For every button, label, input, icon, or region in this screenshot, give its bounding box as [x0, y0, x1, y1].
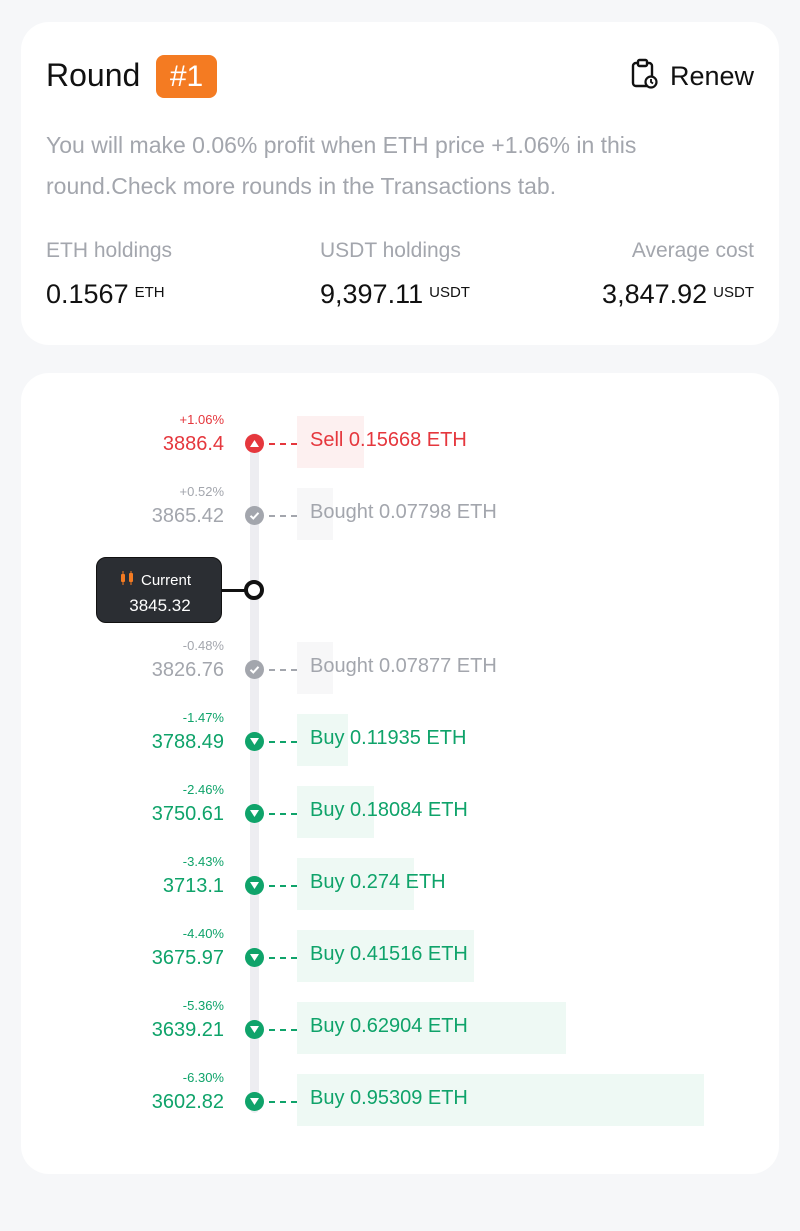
level-percent: -6.30% — [182, 1070, 224, 1085]
order-label[interactable]: Buy 0.41516 ETH — [310, 943, 468, 965]
buy-arrow-down-icon — [245, 1020, 264, 1039]
level-amount-bar — [297, 786, 374, 838]
level-connector — [269, 669, 297, 671]
grid-level-row: -1.47% 3788.49 Buy 0.11935 ETH — [21, 707, 779, 767]
grid-level-row: -4.40% 3675.97 Buy 0.41516 ETH — [21, 923, 779, 983]
level-amount-bar — [297, 930, 474, 982]
buy-arrow-down-icon — [245, 1092, 264, 1111]
level-percent: -4.40% — [182, 926, 224, 941]
filled-check-icon — [245, 506, 264, 525]
order-label[interactable]: Buy 0.18084 ETH — [310, 799, 468, 821]
renew-label: Renew — [669, 60, 754, 91]
level-connector — [269, 443, 297, 445]
level-amount-bar — [297, 416, 364, 468]
grid-level-row: -2.46% 3750.61 Buy 0.18084 ETH — [21, 779, 779, 839]
order-label[interactable]: Sell 0.15668 ETH — [310, 429, 467, 451]
buy-arrow-down-icon — [245, 876, 264, 895]
level-percent: +0.52% — [179, 484, 224, 499]
level-amount-bar — [297, 488, 333, 540]
order-label[interactable]: Bought 0.07798 ETH — [310, 501, 497, 523]
order-label[interactable]: Buy 0.62904 ETH — [310, 1015, 468, 1037]
current-price-connector — [222, 589, 246, 592]
average-cost-label: Average cost — [631, 239, 754, 262]
level-percent: -2.46% — [182, 782, 224, 797]
round-description: You will make 0.06% profit when ETH pric… — [46, 132, 637, 199]
level-amount-bar — [297, 1002, 566, 1054]
order-label[interactable]: Buy 0.95309 ETH — [310, 1087, 468, 1109]
grid-level-row: +0.52% 3865.42 Bought 0.07798 ETH — [21, 481, 779, 541]
level-percent: -1.47% — [182, 710, 224, 725]
level-connector — [269, 1101, 297, 1103]
candlestick-icon — [119, 570, 135, 590]
level-percent: -3.43% — [182, 854, 224, 869]
buy-arrow-down-icon — [245, 732, 264, 751]
eth-holdings-stat: ETH holdings 0.1567 ETH — [46, 239, 172, 310]
level-price: 3826.76 — [151, 659, 224, 681]
average-cost-value: 3,847.92 — [602, 279, 708, 309]
level-price: 3865.42 — [151, 505, 224, 527]
clipboard-renew-icon — [628, 58, 660, 95]
usdt-holdings-label: USDT holdings — [320, 239, 461, 262]
level-price: 3639.21 — [151, 1019, 224, 1041]
grid-orders-card: +1.06% 3886.4 Sell 0.15668 ETH +0.52% 3865.4… — [21, 373, 779, 1174]
current-label: Current — [141, 571, 192, 589]
current-price-marker — [244, 580, 264, 600]
level-price: 3675.97 — [151, 947, 224, 969]
eth-holdings-label: ETH holdings — [46, 239, 173, 262]
level-percent: -0.48% — [182, 638, 224, 653]
usdt-holdings-stat: USDT holdings 9,397.11 USDT — [320, 239, 470, 310]
level-percent: -5.36% — [182, 998, 224, 1013]
average-cost-stat: Average cost 3,847.92 USDT — [602, 239, 754, 310]
level-amount-bar — [297, 714, 348, 766]
order-label[interactable]: Bought 0.07877 ETH — [310, 655, 497, 677]
grid-level-row: -3.43% 3713.1 Buy 0.274 ETH — [21, 851, 779, 911]
filled-check-icon — [245, 660, 264, 679]
grid-level-row: +1.06% 3886.4 Sell 0.15668 ETH — [21, 409, 779, 469]
level-price: 3602.82 — [151, 1091, 224, 1113]
level-percent: +1.06% — [179, 412, 224, 427]
current-price-value: 3845.32 — [129, 596, 191, 615]
buy-arrow-down-icon — [245, 948, 264, 967]
eth-holdings-unit: ETH — [134, 284, 165, 301]
level-price: 3750.61 — [151, 803, 224, 825]
round-number-badge: #1 — [156, 55, 217, 98]
round-card: Round #1 Renew You will make 0.06% profi… — [21, 22, 779, 345]
usdt-holdings-value: 9,397.11 — [320, 279, 424, 309]
level-price: 3788.49 — [151, 731, 224, 753]
usdt-holdings-unit: USDT — [429, 284, 470, 301]
renew-button[interactable]: Renew — [628, 56, 754, 96]
grid-level-row: -5.36% 3639.21 Buy 0.62904 ETH — [21, 995, 779, 1055]
current-price-tag: Current 3845.32 — [96, 557, 222, 623]
round-title: Round — [46, 57, 141, 93]
buy-arrow-down-icon — [245, 804, 264, 823]
level-price: 3886.4 — [162, 433, 224, 455]
level-amount-bar — [297, 642, 333, 694]
order-label[interactable]: Buy 0.274 ETH — [310, 871, 446, 893]
grid-level-row: -0.48% 3826.76 Bought 0.07877 ETH — [21, 635, 779, 695]
price-axis — [250, 433, 259, 1113]
average-cost-unit: USDT — [713, 284, 754, 301]
order-label[interactable]: Buy 0.11935 ETH — [310, 727, 467, 749]
sell-arrow-up-icon — [245, 434, 264, 453]
level-connector — [269, 1029, 297, 1031]
grid-level-row: -6.30% 3602.82 Buy 0.95309 ETH — [21, 1067, 779, 1127]
level-amount-bar — [297, 858, 414, 910]
level-price: 3713.1 — [162, 875, 224, 897]
level-amount-bar — [297, 1074, 704, 1126]
level-connector — [269, 885, 297, 887]
level-connector — [269, 741, 297, 743]
eth-holdings-value: 0.1567 — [46, 279, 129, 309]
level-connector — [269, 957, 297, 959]
level-connector — [269, 813, 297, 815]
level-connector — [269, 515, 297, 517]
